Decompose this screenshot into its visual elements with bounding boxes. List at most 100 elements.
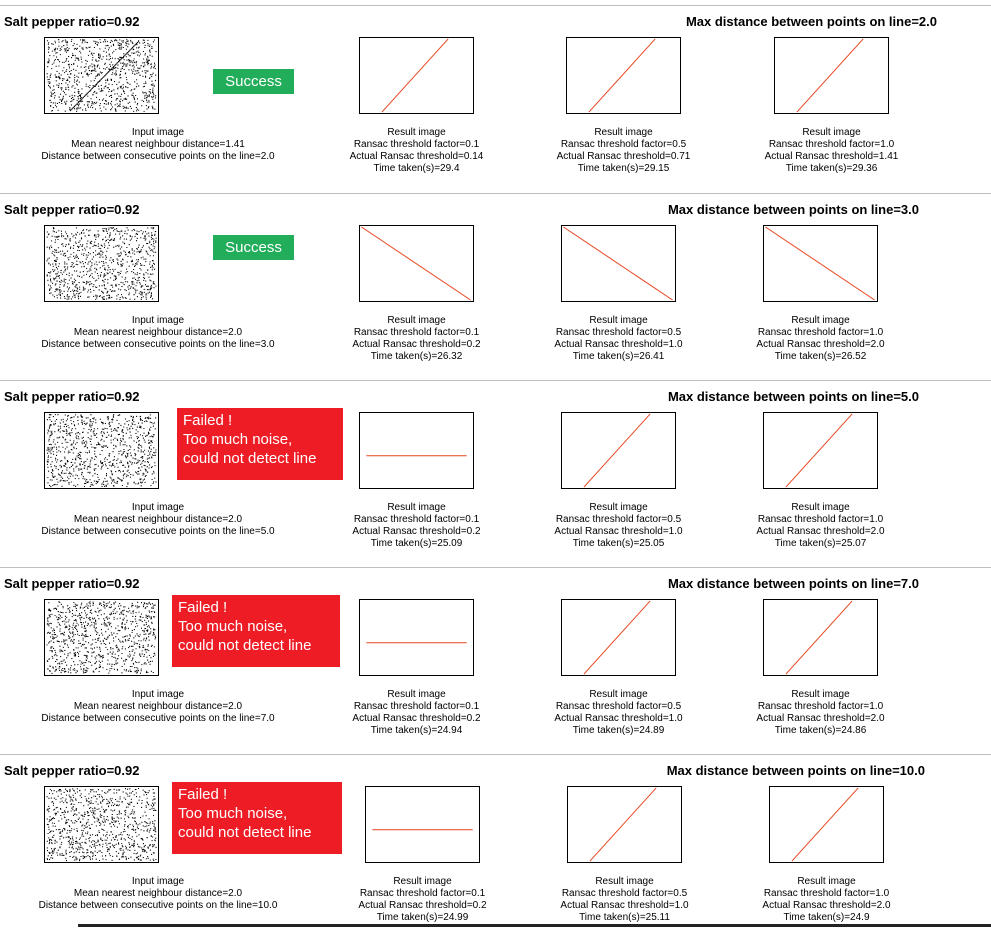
- caption-line: Ransac threshold factor=1.0: [757, 327, 884, 338]
- badge-text: could not detect line: [178, 637, 312, 654]
- caption-line: Distance between consecutive points on t…: [41, 526, 275, 537]
- max-distance-title: Max distance between points on line=5.0: [667, 389, 919, 404]
- result-image: [561, 225, 676, 302]
- result-image: [567, 786, 682, 863]
- badge-text: Too much noise,: [183, 431, 293, 448]
- bottom-divider: [78, 924, 991, 927]
- detected-line: [583, 600, 651, 675]
- caption-line: Time taken(s)=25.09: [370, 538, 463, 549]
- caption-line: Time taken(s)=25.05: [572, 538, 665, 549]
- badge-text: could not detect line: [178, 824, 312, 841]
- caption-line: Ransac threshold factor=0.1: [353, 327, 480, 338]
- caption-line: Input image: [131, 876, 185, 887]
- result-caption: Result image Ransac threshold factor=0.1 A…: [327, 502, 507, 550]
- caption-line: Mean nearest neighbour distance=2.0: [73, 701, 243, 712]
- caption-line: Time taken(s)=26.52: [774, 351, 867, 362]
- salt-pepper-title: Salt pepper ratio=0.92: [4, 14, 140, 29]
- input-caption: Input image Mean nearest neighbour distan…: [0, 127, 358, 163]
- caption-line: Ransac threshold factor=0.5: [555, 701, 682, 712]
- experiment-section: Salt pepper ratio=0.92 Max distance betwe…: [0, 754, 991, 941]
- badge-text: Success: [225, 239, 282, 256]
- failed-badge: Failed ! Too much noise, could not detect …: [172, 595, 340, 667]
- section-divider: [0, 5, 991, 6]
- caption-line: Time taken(s)=24.89: [572, 725, 665, 736]
- detected-line: [785, 600, 853, 675]
- caption-line: Distance between consecutive points on t…: [41, 713, 275, 724]
- detected-line: [588, 38, 656, 113]
- caption-line: Input image: [131, 127, 185, 138]
- result-caption: Result image Ransac threshold factor=0.5 A…: [529, 315, 709, 363]
- caption-line: Ransac threshold factor=0.5: [561, 888, 688, 899]
- input-image: [44, 412, 159, 489]
- caption-line: Ransac threshold factor=1.0: [757, 514, 884, 525]
- detected-line: [796, 38, 864, 113]
- result-caption: Result image Ransac threshold factor=1.0 A…: [742, 127, 922, 175]
- badge-text: Too much noise,: [178, 618, 288, 635]
- section-divider: [0, 754, 991, 755]
- caption-line: Actual Ransac threshold=0.14: [349, 151, 484, 162]
- caption-line: Actual Ransac threshold=1.0: [560, 900, 689, 911]
- caption-line: Actual Ransac threshold=0.2: [352, 339, 481, 350]
- caption-line: Result image: [589, 315, 648, 326]
- detected-line: [589, 787, 657, 862]
- caption-line: Result image: [387, 315, 446, 326]
- caption-line: Time taken(s)=25.11: [579, 912, 670, 923]
- input-caption: Input image Mean nearest neighbour distan…: [0, 689, 358, 725]
- input-image: [44, 225, 159, 302]
- result-caption: Result image Ransac threshold factor=1.0 A…: [731, 689, 911, 737]
- experiment-section: Salt pepper ratio=0.92 Max distance betwe…: [0, 193, 991, 380]
- caption-line: Actual Ransac threshold=1.41: [764, 151, 899, 162]
- badge-text: Failed !: [178, 786, 228, 803]
- caption-line: Ransac threshold factor=0.1: [353, 514, 480, 525]
- section-divider: [0, 193, 991, 194]
- result-image: [774, 37, 889, 114]
- caption-line: Result image: [791, 502, 850, 513]
- salt-pepper-title: Salt pepper ratio=0.92: [4, 202, 140, 217]
- caption-line: Time taken(s)=24.86: [774, 725, 867, 736]
- section-divider: [0, 567, 991, 568]
- caption-line: Actual Ransac threshold=2.0: [762, 900, 891, 911]
- caption-line: Actual Ransac threshold=0.2: [358, 900, 487, 911]
- caption-line: Result image: [393, 876, 452, 887]
- caption-line: Result image: [797, 876, 856, 887]
- caption-line: Result image: [387, 502, 446, 513]
- caption-line: Actual Ransac threshold=0.71: [556, 151, 691, 162]
- result-image: [561, 412, 676, 489]
- detected-line: [361, 226, 471, 301]
- badge-text: Failed !: [183, 412, 233, 429]
- result-image: [763, 599, 878, 676]
- caption-line: Input image: [131, 689, 185, 700]
- caption-line: Time taken(s)=25.07: [774, 538, 867, 549]
- detected-line: [765, 226, 875, 301]
- caption-line: Result image: [802, 127, 861, 138]
- caption-line: Ransac threshold factor=1.0: [757, 701, 884, 712]
- badge-text: Success: [225, 73, 282, 90]
- detected-line: [791, 787, 859, 862]
- caption-line: Mean nearest neighbour distance=1.41: [71, 139, 245, 150]
- noise-dots: [46, 414, 157, 488]
- result-caption: Result image Ransac threshold factor=1.0 A…: [731, 315, 911, 363]
- caption-line: Ransac threshold factor=1.0: [763, 888, 890, 899]
- caption-line: Input image: [131, 502, 185, 513]
- caption-line: Time taken(s)=24.94: [370, 725, 463, 736]
- success-badge: Success: [213, 235, 294, 260]
- caption-line: Ransac threshold factor=0.5: [560, 139, 687, 150]
- caption-line: Actual Ransac threshold=1.0: [554, 713, 683, 724]
- max-distance-title: Max distance between points on line=10.0: [666, 763, 925, 778]
- result-caption: Result image Ransac threshold factor=0.1 A…: [327, 315, 507, 363]
- caption-line: Result image: [595, 876, 654, 887]
- input-image: [44, 786, 159, 863]
- detected-line: [381, 38, 449, 113]
- noise-dots: [46, 39, 157, 112]
- result-caption: Result image Ransac threshold factor=0.1 A…: [333, 876, 513, 924]
- noise-dots: [46, 787, 157, 862]
- input-caption: Input image Mean nearest neighbour distan…: [0, 315, 358, 351]
- caption-line: Result image: [791, 315, 850, 326]
- result-image: [561, 599, 676, 676]
- max-distance-title: Max distance between points on line=2.0: [685, 14, 937, 29]
- noise-dots: [46, 601, 157, 674]
- result-caption: Result image Ransac threshold factor=0.5 A…: [534, 127, 714, 175]
- caption-line: Actual Ransac threshold=0.2: [352, 713, 481, 724]
- result-image: [359, 225, 474, 302]
- caption-line: Result image: [791, 689, 850, 700]
